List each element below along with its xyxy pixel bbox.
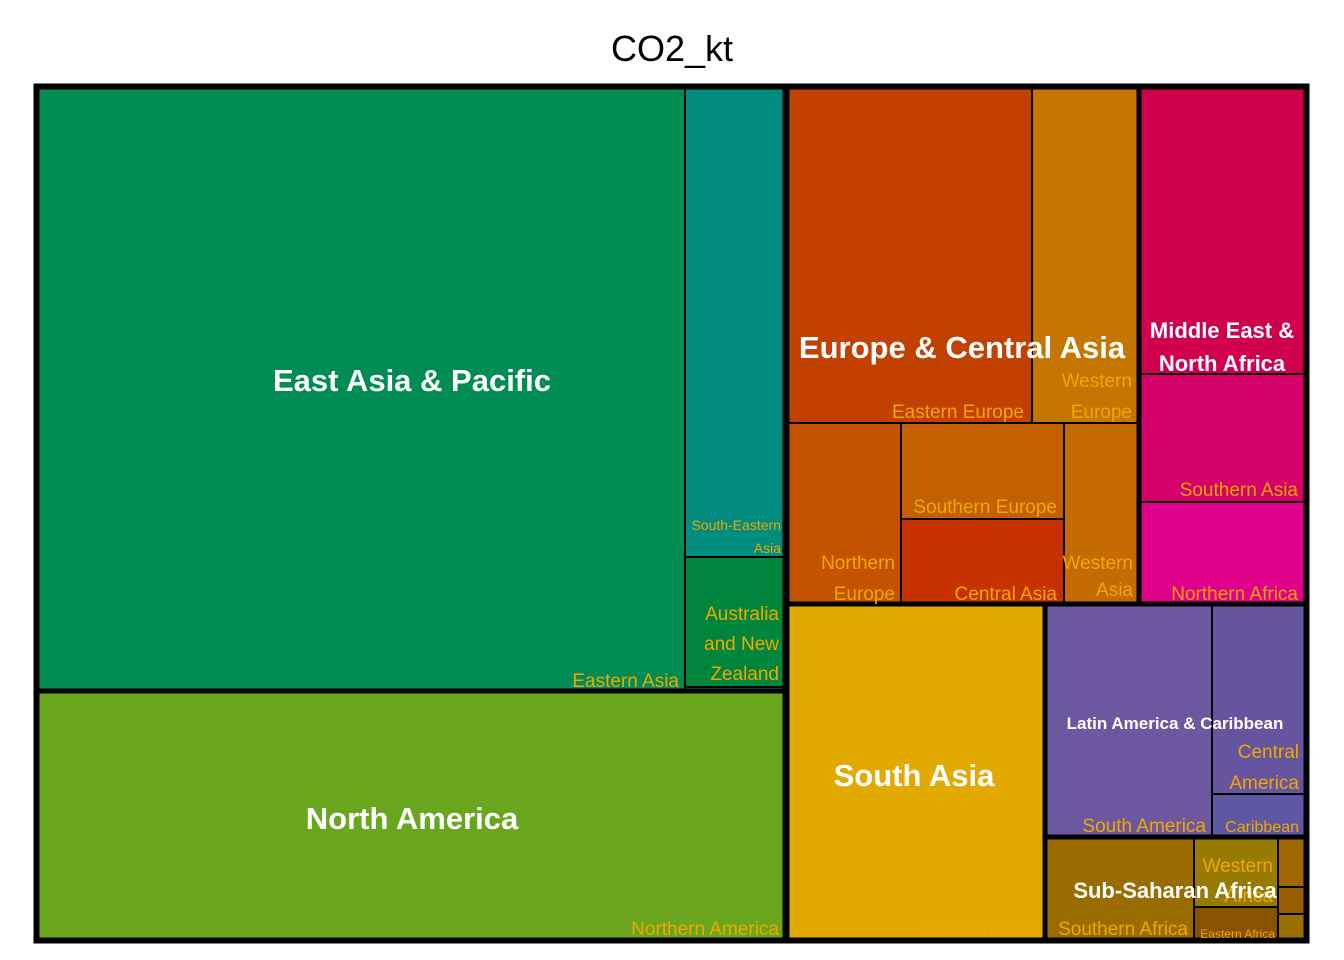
subregion-tile-southern-europe (900, 422, 1065, 520)
subregion-label-northern-africa: Northern Africa (1171, 584, 1298, 605)
subregion-label-northern-europe: Europe (834, 584, 895, 605)
subregion-tile-western-asia (1063, 422, 1140, 605)
subregion-label-southern-asia: Southern Asia (922, 919, 1041, 940)
region-label-middle-east-and-north-africa: Middle East & (1150, 318, 1294, 343)
region-label-europe-and-central-asia: Europe & Central Asia (799, 330, 1126, 365)
subregion-tile-northern-europe (786, 422, 902, 605)
subregion-label-south-eastern-asia: South-Eastern (692, 517, 782, 533)
region-latin-america-and-caribbean (1042, 601, 1309, 840)
subregion-tile-south-eastern-asia (684, 86, 786, 558)
subregion-label-central-america: America (1229, 773, 1299, 794)
region-sub-saharan-africa (1042, 834, 1309, 943)
subregion-tile (1277, 913, 1307, 941)
subregion-tile-eastern-africa (1193, 906, 1279, 941)
subregion-label-eastern-asia: Eastern Asia (572, 671, 679, 692)
subregion-label-south-eastern-asia: Asia (754, 540, 781, 556)
subregion-tile-australia-and-new-zealand (684, 556, 786, 688)
region-south-asia (784, 601, 1048, 943)
treemap-frame (33, 83, 1310, 944)
subregion-tile (1277, 836, 1307, 888)
region-label-south-asia: South Asia (834, 758, 996, 793)
subregion-tile (1277, 886, 1307, 915)
subregion-tile-southern-asia (1138, 373, 1307, 503)
region-label-latin-america-and-caribbean: Latin America & Caribbean (1067, 714, 1284, 733)
region-label-east-asia-and-pacific: East Asia & Pacific (273, 363, 551, 398)
subregion-label-australia-and-new-zealand: and New (704, 634, 779, 655)
subregion-tile-central-asia (900, 518, 1065, 605)
subregion-tile-southern-africa (1044, 836, 1195, 941)
subregion-tile-eastern-asia (36, 86, 686, 692)
subregion-label-western-europe: Europe (1071, 402, 1132, 423)
subregion-label-caribbean: Caribbean (1225, 819, 1299, 836)
subregion-label-western-africa: Western (1203, 856, 1273, 877)
subregion-label-western-europe: Western (1062, 371, 1132, 392)
subregion-label-southern-europe: Southern Europe (913, 497, 1057, 518)
subregion-label-western-asia: Asia (1096, 580, 1133, 601)
region-middle-east-and-north-africa (1136, 84, 1309, 607)
subregion-tile-south-america (1044, 603, 1213, 838)
subregion-label-australia-and-new-zealand: Zealand (710, 664, 779, 685)
subregion-tile (1138, 86, 1307, 375)
region-europe-and-central-asia (784, 84, 1142, 607)
subregion-label-south-america: South America (1082, 816, 1206, 837)
subregion-label-northern-america: Northern America (631, 919, 779, 940)
subregion-label-australia-and-new-zealand: Australia (705, 604, 779, 625)
subregion-label-central-asia: Central Asia (955, 584, 1058, 605)
subregion-label-eastern-africa: Eastern Africa (1200, 927, 1275, 941)
subregion-label-western-africa: Africa (1224, 886, 1273, 907)
subregion-label-central-america: Central (1238, 742, 1299, 763)
region-east-asia-and-pacific (34, 84, 788, 694)
subregion-label-northern-europe: Northern (821, 553, 895, 574)
subregion-tile-eastern-europe (786, 86, 1033, 424)
chart-title: CO2_kt (610, 28, 734, 69)
region-label-middle-east-and-north-africa: North Africa (1159, 351, 1286, 376)
subregion-label-eastern-europe: Eastern Europe (892, 402, 1024, 423)
region-label-north-america: North America (306, 801, 519, 836)
subregion-label-southern-africa: Southern Africa (1058, 919, 1188, 940)
subregion-label-southern-asia: Southern Asia (1180, 480, 1299, 501)
subregion-tile-central-america (1211, 603, 1307, 795)
region-label-sub-saharan-africa: Sub-Saharan Africa (1073, 878, 1277, 903)
subregion-label-western-asia: Western (1063, 553, 1133, 574)
subregion-tile-western-europe (1031, 86, 1140, 424)
